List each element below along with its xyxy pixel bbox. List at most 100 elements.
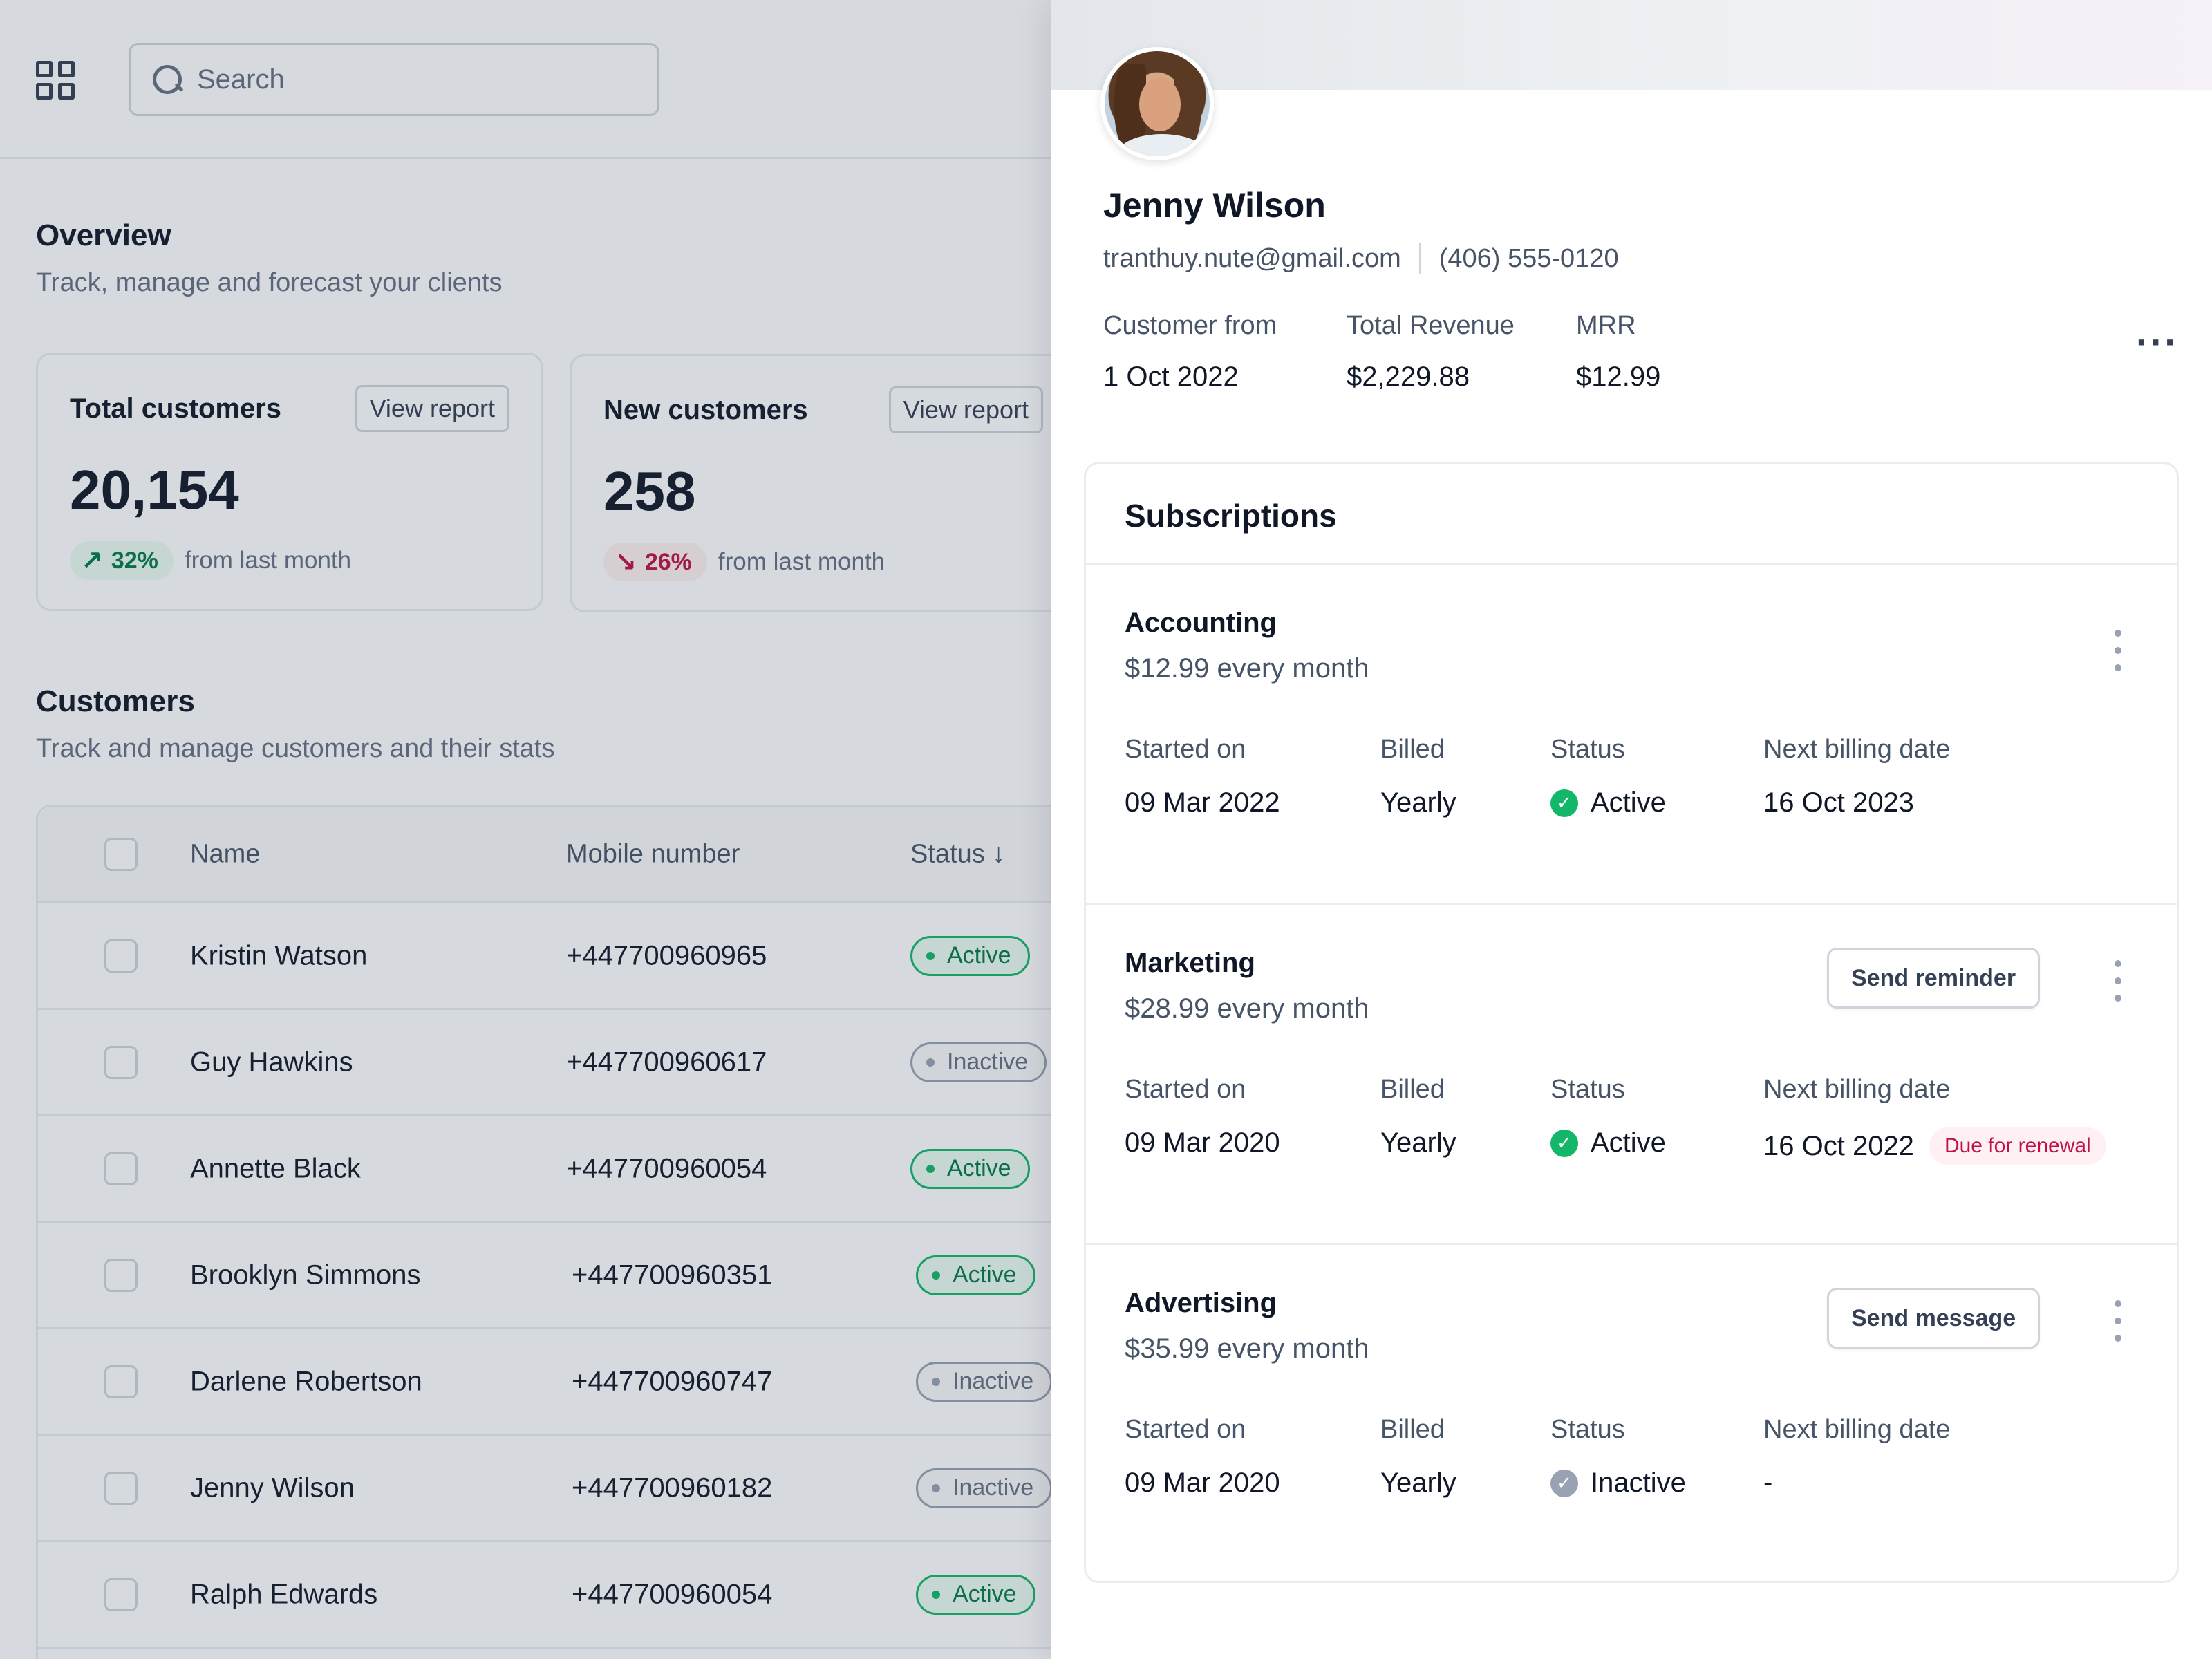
subscription-price: $28.99 every month [1125, 993, 1369, 1024]
subscription-item: Advertising $35.99 every month Started on B… [1086, 1245, 2177, 1581]
table-row[interactable]: Brooklyn Simmons +447700960351 Active [38, 1223, 1051, 1329]
status-dot [932, 1271, 940, 1280]
customer-phone[interactable]: (406) 555-0120 [1438, 243, 1619, 273]
status-badge: Active [910, 935, 1030, 976]
more-vertical-icon[interactable] [2108, 630, 2128, 671]
row-checkbox[interactable] [104, 1045, 138, 1079]
search-input[interactable] [197, 64, 584, 95]
customers-title: Customers [36, 684, 195, 718]
more-horizontal-icon[interactable]: ··· [2136, 320, 2179, 364]
search-icon [151, 64, 183, 95]
customer-name-cell: Annette Black [190, 1153, 361, 1183]
check-circle-icon: ✓ [1550, 1129, 1578, 1157]
column-name[interactable]: Name [190, 839, 261, 868]
status-label: Active [947, 942, 1011, 968]
row-checkbox[interactable] [104, 1258, 138, 1292]
subscription-name: Marketing [1125, 948, 1255, 978]
select-all-checkbox[interactable] [104, 837, 138, 871]
mobile-cell: +447700960054 [572, 1579, 773, 1609]
row-checkbox[interactable] [104, 939, 138, 973]
view-report-button[interactable]: View report [355, 385, 509, 432]
subscription-name: Accounting [1125, 608, 1277, 638]
avatar [1100, 47, 1214, 160]
stat-label: MRR [1576, 311, 1636, 340]
status-text: Active [1591, 787, 1666, 818]
table-row[interactable]: Kristin Watson +447700960965 Active [38, 903, 1051, 1010]
started-label: Started on [1125, 1075, 1246, 1104]
status-dot [932, 1483, 940, 1492]
next-billing-value: 16 Oct 2023 [1763, 787, 1914, 818]
customer-email[interactable]: tranthuy.nute@gmail.com [1103, 243, 1401, 273]
stat-mrr: MRR $12.99 [1576, 311, 1660, 393]
subscription-item: Accounting $12.99 every month Started on Bi… [1086, 565, 2177, 905]
arrow-down-icon: ↓ [992, 839, 1006, 868]
column-status[interactable]: Status ↓ [910, 839, 1005, 869]
status-label: Active [947, 1155, 1011, 1181]
billed-value: Yearly [1380, 787, 1456, 818]
total-customers-card: Total customers View report 20,154 ↗ 32% … [36, 353, 543, 611]
overview-subtitle: Track, manage and forecast your clients [36, 268, 503, 297]
table-body: Kristin Watson +447700960965 Active Guy Haw… [38, 903, 1051, 1649]
row-checkbox[interactable] [104, 1365, 138, 1398]
billed-label: Billed [1380, 735, 1445, 764]
more-vertical-icon[interactable] [2108, 1300, 2128, 1342]
next-billing-value: 16 Oct 2022 Due for renewal [1763, 1127, 2106, 1165]
status-dot [926, 951, 935, 960]
started-value: 09 Mar 2020 [1125, 1127, 1280, 1158]
status-badge: Active [916, 1255, 1035, 1295]
trend-text: from last month [184, 547, 352, 574]
started-value: 09 Mar 2020 [1125, 1468, 1280, 1498]
status-text: Active [1591, 1127, 1666, 1158]
table-row[interactable]: Guy Hawkins +447700960617 Inactive [38, 1010, 1051, 1116]
view-report-button[interactable]: View report [888, 386, 1043, 433]
table-row[interactable]: Ralph Edwards +447700960054 Active [38, 1542, 1051, 1649]
customer-name: Jenny Wilson [1103, 186, 1326, 225]
table-row[interactable]: Darlene Robertson +447700960747 Inactive [38, 1329, 1051, 1436]
next-billing-value: - [1763, 1468, 1772, 1499]
overview-title: Overview [36, 218, 171, 252]
card-value: 258 [603, 460, 696, 522]
card-value: 20,154 [70, 459, 239, 521]
customer-name-cell: Darlene Robertson [190, 1366, 422, 1396]
trend: ↘ 26% from last month [603, 543, 885, 581]
status-label: Active [953, 1262, 1017, 1288]
row-checkbox[interactable] [104, 1152, 138, 1185]
card-title: Total customers [70, 393, 281, 424]
next-billing-date: - [1763, 1468, 1773, 1498]
send-reminder-button[interactable]: Send reminder [1827, 948, 2041, 1009]
customer-detail-panel: Jenny Wilson tranthuy.nute@gmail.com (40… [1051, 0, 2212, 1659]
status-label: Status [1550, 735, 1625, 764]
status-badge: Inactive [910, 1042, 1047, 1082]
table-row[interactable]: Annette Black +447700960054 Active [38, 1116, 1051, 1223]
trend-badge: ↘ 26% [603, 543, 707, 581]
subscriptions-card: Subscriptions Accounting $12.99 every mon… [1084, 462, 2179, 1583]
row-checkbox[interactable] [104, 1471, 138, 1505]
mobile-cell: +447700960965 [566, 940, 767, 971]
started-value: 09 Mar 2022 [1125, 787, 1280, 818]
trend-percent: 26% [644, 548, 692, 575]
status-label: Active [953, 1581, 1017, 1607]
row-checkbox[interactable] [104, 1577, 138, 1611]
more-vertical-icon[interactable] [2108, 960, 2128, 1002]
next-billing-label: Next billing date [1763, 735, 1951, 764]
customer-name-cell: Guy Hawkins [190, 1047, 353, 1077]
mobile-cell: +447700960351 [572, 1259, 773, 1290]
subscriptions-header: Subscriptions [1086, 464, 2177, 565]
status-badge: Active [910, 1148, 1030, 1189]
column-mobile[interactable]: Mobile number [566, 839, 740, 868]
send-message-button[interactable]: Send message [1827, 1288, 2041, 1349]
mobile-cell: +447700960054 [566, 1153, 767, 1183]
grid-icon[interactable] [36, 61, 75, 100]
table-row[interactable]: Jenny Wilson +447700960182 Inactive [38, 1436, 1051, 1542]
started-label: Started on [1125, 1415, 1246, 1444]
customer-name-cell: Brooklyn Simmons [190, 1259, 421, 1290]
status-badge: Active [916, 1574, 1035, 1615]
stat-value: $12.99 [1576, 362, 1661, 392]
billed-label: Billed [1380, 1075, 1445, 1104]
status-dot [932, 1377, 940, 1386]
card-title: New customers [603, 395, 808, 425]
stat-customer-from: Customer from 1 Oct 2022 [1103, 311, 1277, 393]
search-box[interactable] [129, 43, 659, 116]
status-label: Inactive [953, 1474, 1034, 1501]
status-label: Status [1550, 1075, 1625, 1104]
